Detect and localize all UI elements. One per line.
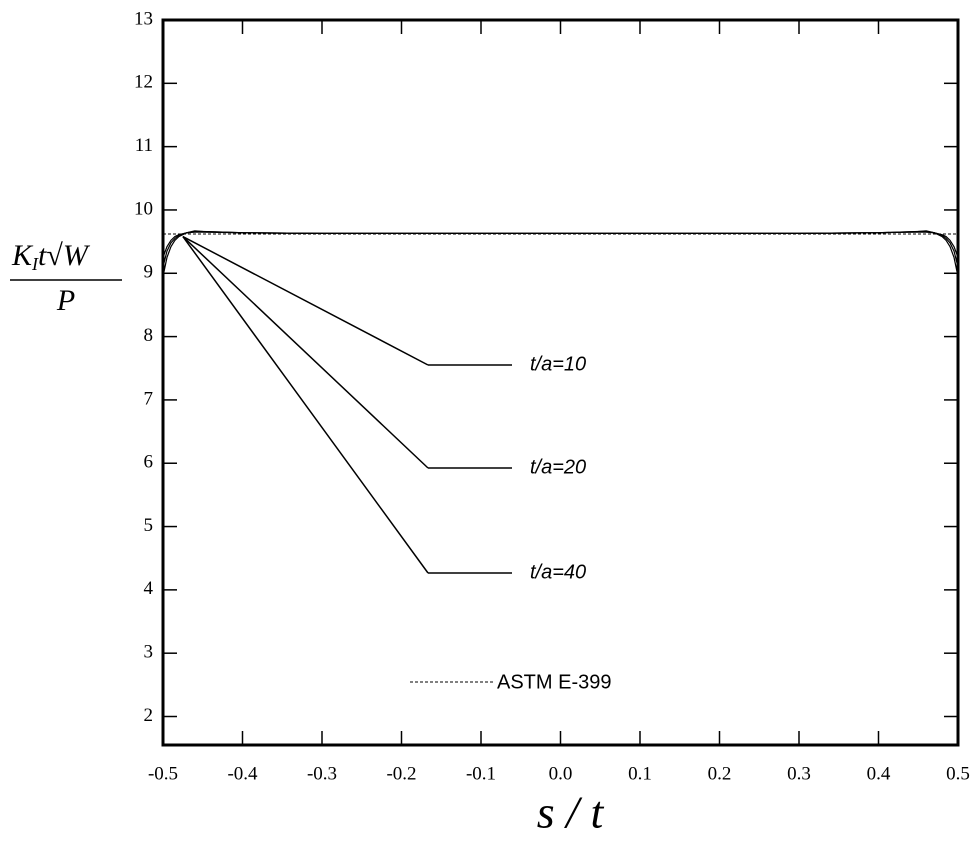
x-tick-label: -0.1 (466, 763, 496, 784)
y-tick-label: 4 (144, 578, 154, 599)
y-tick-label: 3 (144, 642, 154, 663)
x-tick-label: 0.1 (628, 763, 652, 784)
annotation-label: t/a=10 (530, 353, 586, 375)
y-tick-label: 2 (144, 705, 154, 726)
x-axis-label: s / t (537, 787, 605, 838)
x-tick-label: -0.4 (227, 763, 258, 784)
x-tick-label: 0.5 (946, 763, 970, 784)
y-axis-label: KIt√W P (10, 239, 122, 317)
x-tick-label: 0.2 (708, 763, 732, 784)
y-tick-label: 6 (144, 452, 154, 473)
annotation-leader (183, 237, 428, 573)
annotation-label: t/a=40 (530, 561, 586, 583)
y-tick-label: 10 (134, 198, 153, 219)
series-line (163, 231, 958, 266)
y-label-part: K (11, 239, 34, 272)
legend-label: ASTM E-399 (497, 671, 611, 693)
x-tick-label: -0.3 (307, 763, 337, 784)
y-tick-label: 13 (134, 8, 153, 29)
x-tick-label: 0.3 (787, 763, 811, 784)
annotation-label: t/a=20 (530, 456, 586, 478)
series-line (163, 231, 958, 277)
y-label-denominator: P (56, 284, 75, 317)
x-tick-label: 0.0 (549, 763, 573, 784)
y-tick-label: 12 (134, 72, 153, 93)
x-tick-label: -0.5 (148, 763, 178, 784)
y-tick-label: 9 (144, 262, 154, 283)
x-tick-label: 0.4 (867, 763, 891, 784)
y-tick-label: 11 (135, 135, 153, 156)
series-line (163, 232, 958, 257)
y-label-part: √W (46, 239, 90, 272)
y-tick-label: 8 (144, 325, 154, 346)
y-label-numerator: KIt√W (11, 239, 91, 274)
annotation-leader (183, 237, 428, 365)
chart: s / t KIt√W P -0.5 -0.4 -0.3 -0.2 -0.1 0.0 0.1… (0, 0, 980, 845)
annotation-leader (183, 237, 428, 468)
y-tick-label: 7 (144, 388, 154, 409)
x-tick-label: -0.2 (386, 763, 416, 784)
y-tick-label: 5 (144, 515, 154, 536)
plot-frame (163, 20, 958, 745)
